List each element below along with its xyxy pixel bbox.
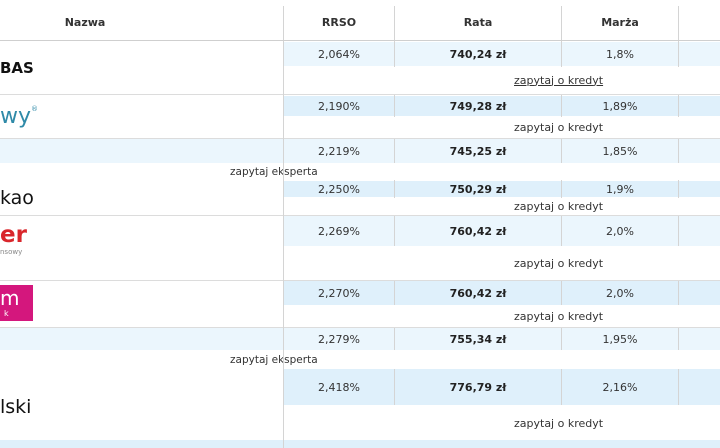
rata-value: 760,42 zł — [449, 224, 507, 238]
rata-value: 740,24 zł — [449, 47, 507, 61]
column-divider — [678, 41, 679, 67]
marza-value: 1,8% — [606, 47, 634, 61]
column-divider — [678, 95, 679, 117]
ask-credit-link[interactable]: zapytaj o kredyt — [514, 199, 604, 213]
table-header: Nazwa RRSO Rata Marża — [0, 6, 720, 41]
ask-credit-link[interactable]: zapytaj o kredyt — [514, 120, 604, 134]
rrso-value: 2,190% — [318, 99, 360, 113]
marza-value: 1,89% — [602, 99, 638, 113]
row-data — [284, 216, 720, 246]
rata-value: 745,25 zł — [449, 144, 507, 158]
column-divider — [678, 216, 679, 246]
header-rrso: RRSO — [321, 16, 357, 29]
row-data — [0, 139, 720, 163]
column-divider — [678, 281, 679, 305]
column-divider — [394, 281, 395, 305]
bank-logo — [0, 285, 33, 321]
row-data — [284, 181, 720, 197]
column-divider — [561, 95, 562, 117]
ask-credit-link[interactable]: zapytaj o kredyt — [514, 309, 604, 323]
header-divider — [678, 6, 679, 40]
rrso-value: 2,279% — [318, 332, 360, 346]
row-data — [284, 369, 720, 405]
rrso-value: 2,269% — [318, 224, 360, 238]
column-divider — [561, 328, 562, 350]
ask-credit-link[interactable]: zapytaj o kredyt — [514, 256, 604, 270]
column-divider — [678, 180, 679, 198]
ask-credit-link[interactable]: zapytaj o kredyt — [514, 416, 604, 430]
column-divider — [561, 216, 562, 246]
header-name: Nazwa — [64, 16, 106, 29]
rrso-value: 2,270% — [318, 286, 360, 300]
column-divider — [394, 216, 395, 246]
bank-logo-subtext: k — [4, 309, 9, 318]
rrso-value: 2,064% — [318, 47, 360, 61]
bank-logo: kao — [0, 187, 34, 209]
rata-value: 750,29 zł — [449, 182, 507, 196]
row-divider — [0, 94, 720, 95]
ask-expert-link[interactable]: zapytaj eksperta — [230, 166, 318, 178]
rata-value: 755,34 zł — [449, 332, 507, 346]
bank-logo: wy ® — [0, 103, 39, 129]
row-data — [284, 42, 720, 66]
bank-logo: er nsowy — [0, 222, 27, 256]
header-divider — [283, 6, 284, 40]
rata-value: 749,28 zł — [449, 99, 507, 113]
column-divider — [678, 139, 679, 163]
marza-value: 1,85% — [602, 144, 638, 158]
column-divider — [394, 139, 395, 163]
marza-value: 2,0% — [606, 224, 634, 238]
column-divider — [394, 369, 395, 405]
rata-value: 776,79 zł — [449, 380, 507, 394]
column-divider — [561, 180, 562, 198]
rrso-value: 2,219% — [318, 144, 360, 158]
column-divider — [394, 41, 395, 67]
column-divider — [678, 369, 679, 405]
marza-value: 1,9% — [606, 182, 634, 196]
marza-value: 2,16% — [602, 380, 638, 394]
bank-logo: lski — [0, 396, 32, 418]
ask-credit-link[interactable]: zapytaj o kredyt — [514, 73, 604, 87]
row-data — [0, 328, 720, 350]
header-marza: Marża — [601, 16, 639, 29]
header-divider — [394, 6, 395, 40]
column-divider — [561, 139, 562, 163]
column-divider — [394, 95, 395, 117]
row-data — [284, 281, 720, 305]
row-divider — [0, 138, 720, 139]
row-data — [284, 96, 720, 116]
rata-value: 760,42 zł — [449, 286, 507, 300]
header-rata: Rata — [463, 16, 493, 29]
rrso-value: 2,418% — [318, 380, 360, 394]
column-divider — [561, 281, 562, 305]
header-divider — [561, 6, 562, 40]
rrso-value: 2,250% — [318, 182, 360, 196]
row-divider — [0, 327, 720, 328]
bank-logo-text: m — [0, 286, 20, 310]
marza-value: 1,95% — [602, 332, 638, 346]
ask-expert-link[interactable]: zapytaj eksperta — [230, 354, 318, 366]
column-divider — [283, 41, 284, 448]
marza-value: 2,0% — [606, 286, 634, 300]
row-divider — [0, 280, 720, 281]
row-data — [0, 440, 720, 448]
column-divider — [394, 328, 395, 350]
column-divider — [561, 41, 562, 67]
column-divider — [394, 180, 395, 198]
column-divider — [678, 328, 679, 350]
column-divider — [561, 369, 562, 405]
bank-logo: BAS — [0, 59, 34, 77]
row-divider — [0, 215, 720, 216]
